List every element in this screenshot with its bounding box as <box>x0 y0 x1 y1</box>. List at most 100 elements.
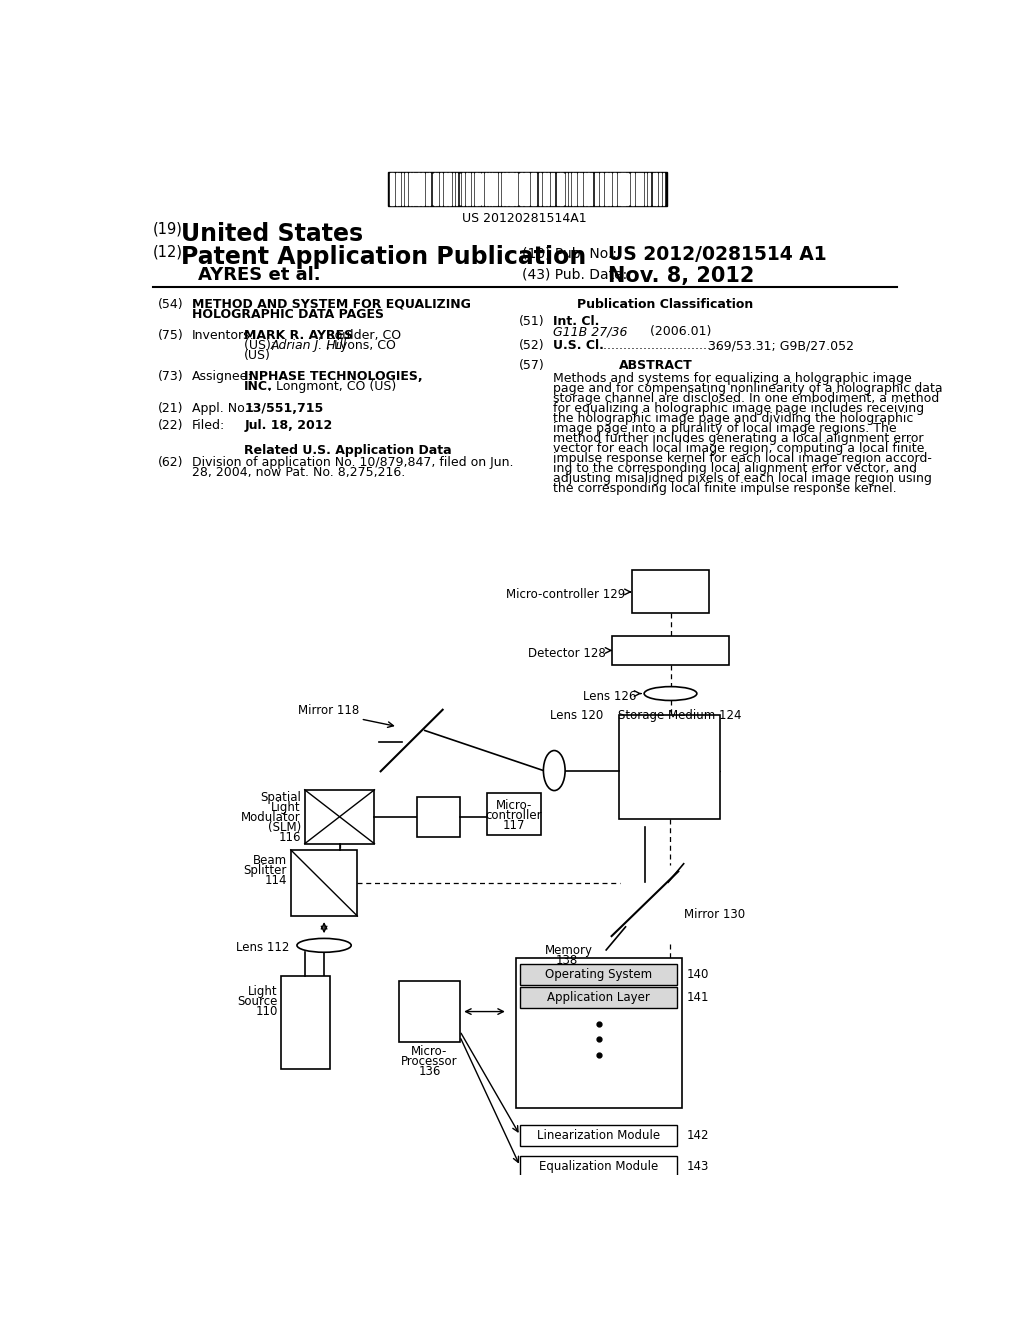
Text: Related U.S. Application Data: Related U.S. Application Data <box>245 444 452 457</box>
Text: Beam: Beam <box>253 854 287 867</box>
Text: Micro-controller 129: Micro-controller 129 <box>506 589 626 601</box>
Bar <box>399 981 460 1043</box>
Text: 141: 141 <box>687 991 710 1005</box>
Text: Lens 126: Lens 126 <box>583 689 636 702</box>
Text: Micro-: Micro- <box>412 1045 447 1059</box>
Text: Filed:: Filed: <box>191 420 225 433</box>
Text: (22): (22) <box>158 420 183 433</box>
Text: , Lyons, CO: , Lyons, CO <box>327 339 396 351</box>
Text: (75): (75) <box>158 329 183 342</box>
Bar <box>640 173 641 206</box>
Text: Storage Medium 124: Storage Medium 124 <box>617 709 741 722</box>
Text: (57): (57) <box>518 359 545 372</box>
Bar <box>396 173 398 206</box>
Text: , Longmont, CO (US): , Longmont, CO (US) <box>267 380 395 393</box>
Bar <box>492 173 493 206</box>
Bar <box>509 173 512 206</box>
Text: Processor: Processor <box>401 1056 458 1068</box>
Text: (19): (19) <box>153 222 182 236</box>
Text: controller: controller <box>485 809 543 822</box>
Text: the holographic image page and dividing the holographic: the holographic image page and dividing … <box>553 412 913 425</box>
Text: 114: 114 <box>264 874 287 887</box>
Text: (73): (73) <box>158 370 183 383</box>
Text: Linearization Module: Linearization Module <box>538 1129 660 1142</box>
Text: Appl. No.:: Appl. No.: <box>191 403 252 416</box>
Bar <box>621 173 622 206</box>
Bar <box>520 964 678 985</box>
Text: Light: Light <box>248 985 278 998</box>
Text: METHOD AND SYSTEM FOR EQUALIZING: METHOD AND SYSTEM FOR EQUALIZING <box>191 298 470 310</box>
Bar <box>466 173 468 206</box>
Text: adjusting misaligned pixels of each local image region using: adjusting misaligned pixels of each loca… <box>553 471 932 484</box>
Ellipse shape <box>297 939 351 952</box>
Text: , Boulder, CO: , Boulder, CO <box>317 329 401 342</box>
Bar <box>505 173 508 206</box>
Text: 13/551,715: 13/551,715 <box>245 403 324 416</box>
Text: (US): (US) <box>245 348 271 362</box>
Bar <box>410 173 411 206</box>
Bar <box>620 715 720 818</box>
Bar <box>456 173 458 206</box>
Text: Lens 120: Lens 120 <box>550 709 603 722</box>
Text: Application Layer: Application Layer <box>548 991 650 1005</box>
Bar <box>560 173 563 206</box>
Text: 136: 136 <box>418 1065 440 1078</box>
Bar <box>572 173 573 206</box>
Text: vector for each local image region, computing a local finite: vector for each local image region, comp… <box>553 442 924 455</box>
Text: Modulator: Modulator <box>241 812 301 825</box>
Bar <box>475 173 478 206</box>
Bar <box>655 173 657 206</box>
Text: 116: 116 <box>279 832 301 845</box>
Bar <box>579 173 580 206</box>
Text: US 2012/0281514 A1: US 2012/0281514 A1 <box>608 246 827 264</box>
Bar <box>503 173 504 206</box>
Text: Nov. 8, 2012: Nov. 8, 2012 <box>608 267 755 286</box>
Bar <box>291 850 357 916</box>
Bar <box>444 173 447 206</box>
Text: AYRES et al.: AYRES et al. <box>198 267 321 284</box>
Bar <box>520 173 521 206</box>
Text: G11B 27/36: G11B 27/36 <box>553 326 627 338</box>
Text: INPHASE TECHNOLOGIES,: INPHASE TECHNOLOGIES, <box>245 370 423 383</box>
Text: Inventors:: Inventors: <box>191 329 254 342</box>
Text: Publication Classification: Publication Classification <box>577 298 753 310</box>
Text: Detector 128: Detector 128 <box>528 647 606 660</box>
Text: (12): (12) <box>153 244 183 260</box>
Bar <box>557 173 558 206</box>
Text: (2006.01): (2006.01) <box>627 326 712 338</box>
Text: (US);: (US); <box>245 339 280 351</box>
Bar <box>547 173 549 206</box>
Text: (SLM): (SLM) <box>267 821 301 834</box>
Bar <box>515 173 517 206</box>
Text: U.S. Cl.: U.S. Cl. <box>553 339 603 352</box>
Bar <box>652 173 654 206</box>
Text: ..............................: .............................. <box>599 339 723 352</box>
Text: (51): (51) <box>518 314 544 327</box>
Bar <box>494 173 496 206</box>
Text: 140: 140 <box>687 968 710 981</box>
Text: Assignee:: Assignee: <box>191 370 252 383</box>
Text: Operating System: Operating System <box>545 968 652 981</box>
Bar <box>584 173 586 206</box>
Text: impulse response kernel for each local image region accord-: impulse response kernel for each local i… <box>553 451 932 465</box>
Text: Equalization Module: Equalization Module <box>540 1160 658 1173</box>
Text: 138: 138 <box>556 954 579 966</box>
Bar <box>428 173 430 206</box>
Bar <box>663 173 665 206</box>
Text: (52): (52) <box>518 339 544 352</box>
Bar <box>520 987 678 1008</box>
Bar <box>488 173 489 206</box>
Text: Mirror 118: Mirror 118 <box>298 704 359 717</box>
Bar <box>636 173 637 206</box>
Text: Light: Light <box>271 801 301 814</box>
Bar <box>600 173 603 206</box>
Bar <box>515 958 682 1107</box>
Bar <box>539 173 541 206</box>
Text: 143: 143 <box>687 1160 710 1173</box>
Text: for equalizing a holographic image page includes receiving: for equalizing a holographic image page … <box>553 401 924 414</box>
Text: ing to the corresponding local alignment error vector, and: ing to the corresponding local alignment… <box>553 462 916 475</box>
Ellipse shape <box>544 751 565 791</box>
Bar <box>282 977 330 1069</box>
Text: method further includes generating a local alignment error: method further includes generating a loc… <box>553 432 924 445</box>
Text: image page into a plurality of local image regions. The: image page into a plurality of local ima… <box>553 422 896 434</box>
